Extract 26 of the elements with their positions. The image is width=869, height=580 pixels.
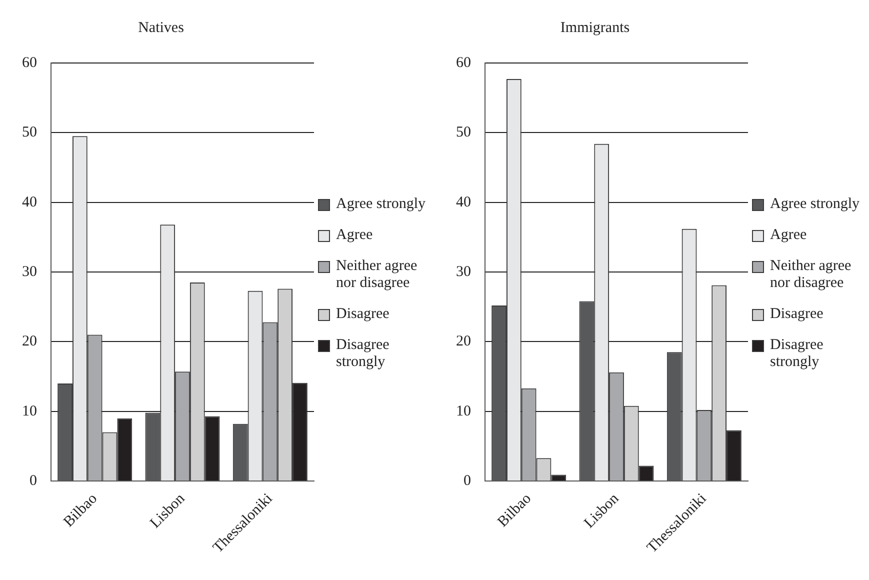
legend-label: Agree strongly [770,196,860,212]
legend-label: Disagree [770,306,824,322]
chart-title: Immigrants [560,20,630,36]
legend-label: Disagree [336,306,390,322]
y-tick-label: 40 [456,194,471,210]
legend-label: Disagree strongly [770,336,824,370]
legend-label: Agree strongly [336,196,426,212]
y-tick-label: 30 [456,264,471,280]
legend-label: Disagree strongly [336,336,390,370]
legend-label: Agree [336,226,373,244]
y-tick-label: 30 [22,264,37,280]
legend-label: Agree [770,226,807,244]
y-tick-label: 10 [22,403,37,420]
legend-label: Neither agree nor disagree [770,258,852,292]
y-tick-label: 0 [464,473,471,490]
y-tick-label: 60 [456,54,471,71]
y-tick-label: 50 [456,124,471,141]
y-tick-label: 20 [22,334,37,350]
y-tick-label: 0 [30,473,37,490]
y-tick-label: 20 [456,334,471,350]
y-tick-label: 10 [456,403,471,420]
y-tick-label: 40 [22,194,37,210]
chart-title: Natives [138,20,184,36]
y-tick-label: 60 [22,54,37,71]
y-tick-label: 50 [22,124,37,141]
legend-label: Neither agree nor disagree [336,258,418,292]
